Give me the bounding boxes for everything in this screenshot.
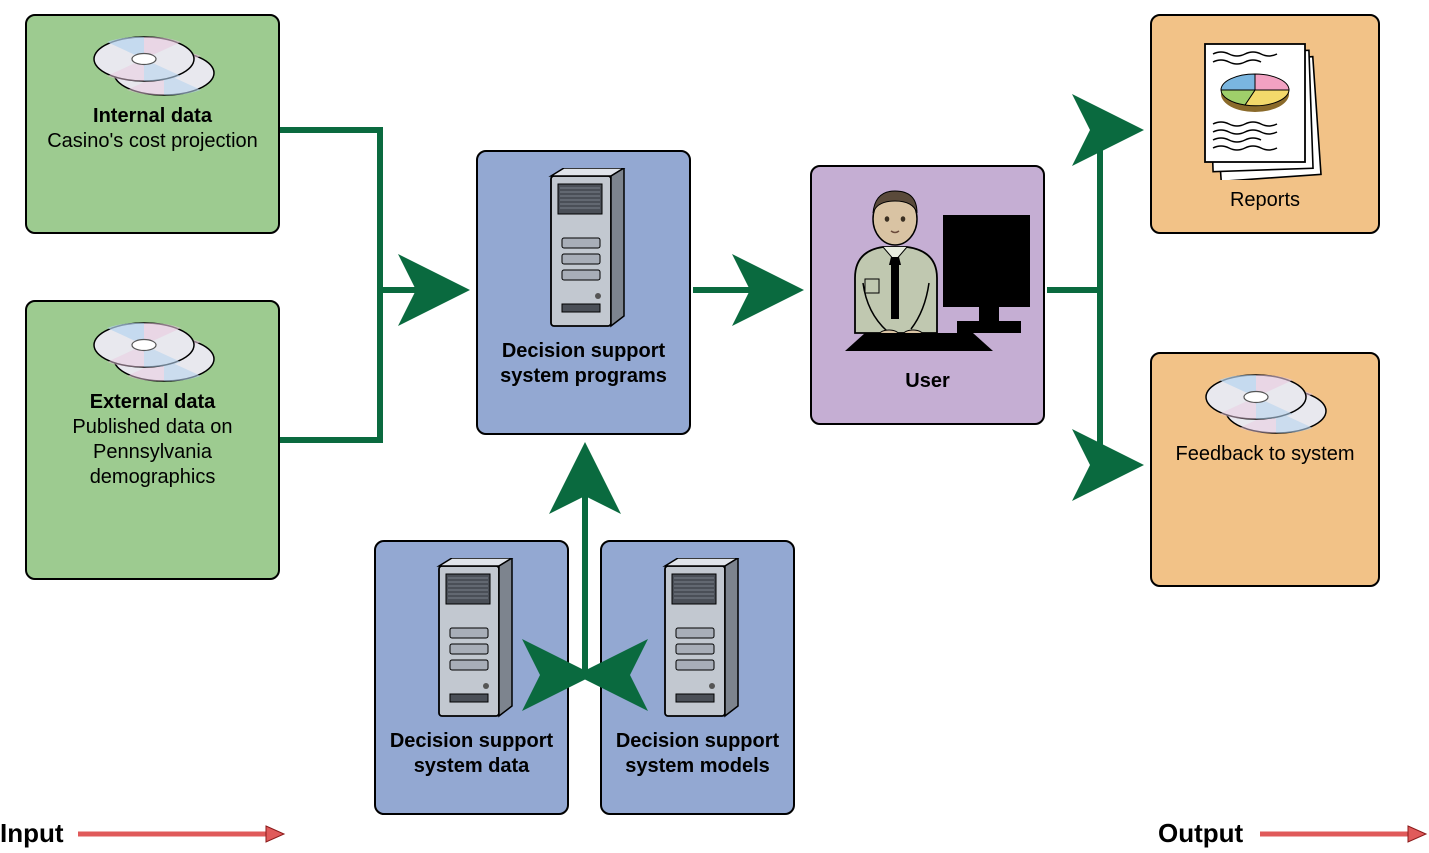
input-arrow-icon [78,824,288,844]
input-label: Input [0,818,64,849]
output-arrow-icon [1260,824,1429,844]
connectors [0,0,1429,853]
output-label: Output [1158,818,1243,849]
